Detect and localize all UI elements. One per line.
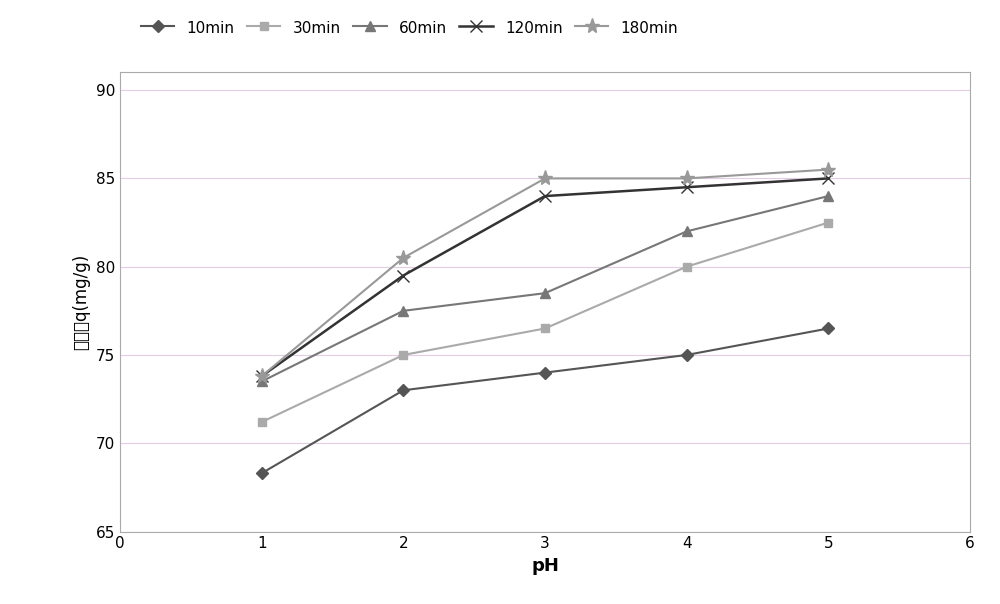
- 10min: [681, 352, 693, 359]
- Line: 60min: 60min: [257, 191, 833, 387]
- 180min: [539, 175, 551, 182]
- Line: 30min: 30min: [257, 219, 832, 426]
- 60min: [681, 228, 693, 235]
- Line: 120min: 120min: [256, 173, 834, 382]
- Line: 10min: 10min: [257, 324, 832, 477]
- 60min: [397, 307, 409, 315]
- 60min: [822, 193, 834, 200]
- 120min: [256, 373, 268, 380]
- Legend: 10min, 30min, 60min, 120min, 180min: 10min, 30min, 60min, 120min, 180min: [136, 16, 683, 40]
- 30min: [681, 263, 693, 271]
- 120min: [397, 272, 409, 279]
- X-axis label: pH: pH: [531, 557, 559, 575]
- 10min: [822, 325, 834, 332]
- Line: 180min: 180min: [254, 162, 836, 384]
- 10min: [539, 369, 551, 376]
- Y-axis label: 吸附量q(mg/g): 吸附量q(mg/g): [72, 254, 90, 350]
- 180min: [681, 175, 693, 182]
- 30min: [822, 219, 834, 226]
- 120min: [822, 175, 834, 182]
- 120min: [681, 184, 693, 191]
- 30min: [397, 352, 409, 359]
- 180min: [822, 166, 834, 173]
- 60min: [539, 289, 551, 297]
- 10min: [397, 387, 409, 394]
- 120min: [539, 193, 551, 200]
- 30min: [539, 325, 551, 332]
- 10min: [256, 470, 268, 477]
- 60min: [256, 378, 268, 385]
- 180min: [397, 254, 409, 262]
- 30min: [256, 419, 268, 426]
- 180min: [256, 373, 268, 380]
